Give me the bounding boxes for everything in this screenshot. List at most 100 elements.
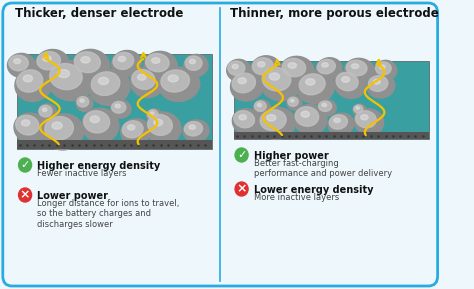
Ellipse shape [301, 111, 310, 117]
Ellipse shape [269, 73, 280, 80]
FancyBboxPatch shape [3, 3, 438, 286]
Ellipse shape [115, 104, 120, 108]
Ellipse shape [234, 111, 255, 128]
Ellipse shape [73, 49, 109, 81]
Ellipse shape [297, 71, 335, 104]
Ellipse shape [17, 70, 43, 92]
Ellipse shape [74, 52, 100, 73]
Ellipse shape [39, 105, 52, 117]
Ellipse shape [299, 74, 325, 95]
Ellipse shape [351, 64, 359, 68]
Ellipse shape [82, 108, 119, 142]
Ellipse shape [316, 58, 342, 80]
Ellipse shape [185, 56, 202, 70]
Ellipse shape [58, 70, 70, 78]
Ellipse shape [9, 55, 28, 71]
Ellipse shape [47, 61, 94, 101]
Ellipse shape [232, 73, 255, 93]
Ellipse shape [111, 51, 141, 77]
Ellipse shape [334, 118, 340, 123]
Ellipse shape [288, 63, 296, 68]
Ellipse shape [346, 60, 367, 76]
Ellipse shape [50, 64, 82, 90]
Ellipse shape [328, 113, 354, 135]
Ellipse shape [353, 104, 366, 116]
Ellipse shape [232, 64, 238, 69]
Ellipse shape [293, 105, 327, 134]
Ellipse shape [322, 63, 328, 67]
Ellipse shape [380, 65, 385, 69]
Ellipse shape [168, 75, 178, 82]
Circle shape [235, 182, 248, 196]
Ellipse shape [262, 68, 291, 91]
Ellipse shape [238, 78, 246, 84]
Ellipse shape [43, 56, 51, 61]
Ellipse shape [356, 111, 376, 128]
Ellipse shape [367, 74, 395, 98]
Ellipse shape [354, 105, 363, 113]
Ellipse shape [128, 125, 135, 130]
Ellipse shape [130, 67, 164, 98]
Text: Lower power: Lower power [37, 191, 108, 201]
Ellipse shape [232, 109, 262, 135]
Ellipse shape [254, 100, 270, 116]
Ellipse shape [183, 120, 209, 142]
Ellipse shape [148, 114, 173, 135]
Ellipse shape [336, 73, 358, 91]
Ellipse shape [239, 115, 246, 120]
Ellipse shape [80, 99, 84, 102]
Ellipse shape [190, 59, 195, 64]
Text: More inactive layers: More inactive layers [254, 193, 339, 202]
Text: Thinner, more porous electrode: Thinner, more porous electrode [230, 7, 439, 20]
Ellipse shape [146, 112, 181, 144]
Ellipse shape [146, 53, 169, 72]
Ellipse shape [23, 75, 33, 82]
Ellipse shape [43, 114, 83, 150]
Text: Fewer inactive layers: Fewer inactive layers [37, 169, 127, 178]
Ellipse shape [189, 125, 195, 129]
Ellipse shape [319, 101, 332, 111]
Ellipse shape [375, 62, 391, 75]
Ellipse shape [251, 56, 281, 82]
Ellipse shape [111, 101, 126, 113]
Ellipse shape [14, 59, 21, 64]
Ellipse shape [228, 61, 245, 75]
Ellipse shape [137, 74, 146, 80]
Ellipse shape [345, 58, 374, 82]
Ellipse shape [317, 59, 336, 74]
Ellipse shape [154, 119, 163, 126]
Ellipse shape [15, 67, 52, 101]
Ellipse shape [159, 67, 200, 101]
Ellipse shape [21, 120, 30, 126]
Circle shape [18, 188, 32, 202]
Ellipse shape [83, 111, 109, 133]
Ellipse shape [267, 115, 276, 121]
Circle shape [18, 158, 32, 172]
FancyBboxPatch shape [234, 61, 429, 139]
Ellipse shape [113, 52, 134, 69]
Ellipse shape [329, 115, 347, 129]
Ellipse shape [373, 79, 380, 84]
Text: ×: × [20, 188, 30, 201]
Text: ✓: ✓ [237, 150, 246, 160]
Ellipse shape [335, 70, 366, 99]
Text: Better fast-charging
performance and power delivery: Better fast-charging performance and pow… [254, 159, 392, 178]
Ellipse shape [257, 62, 265, 67]
Ellipse shape [356, 107, 359, 109]
Ellipse shape [255, 101, 266, 111]
Text: ✓: ✓ [20, 160, 30, 170]
Ellipse shape [368, 76, 388, 91]
Ellipse shape [147, 109, 162, 123]
Ellipse shape [252, 58, 273, 75]
Ellipse shape [258, 108, 295, 139]
Ellipse shape [306, 79, 315, 85]
Ellipse shape [37, 51, 60, 70]
Ellipse shape [122, 121, 143, 138]
Ellipse shape [81, 57, 90, 63]
FancyBboxPatch shape [17, 140, 212, 149]
Ellipse shape [110, 100, 131, 118]
Ellipse shape [322, 103, 327, 107]
Ellipse shape [52, 122, 62, 129]
Ellipse shape [260, 65, 301, 101]
Ellipse shape [89, 69, 130, 105]
